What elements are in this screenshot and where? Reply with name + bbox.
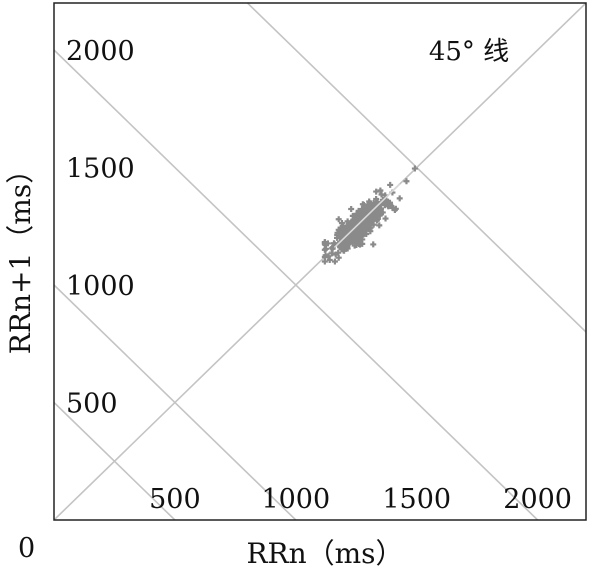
x-tick-label-1000: 1000 [261,484,330,515]
identity-line [54,3,586,520]
scatter-point [329,245,336,252]
anti-diagonal-line-1 [54,401,176,520]
scatter-point [334,231,341,238]
scatter-point [377,187,384,194]
scatter-point [387,181,394,188]
y-tick-labels: 500 1000 1500 2000 [66,36,135,420]
scatter-point [321,253,328,260]
x-tick-labels: 500 1000 1500 2000 [149,484,572,515]
scatter-point [348,237,355,244]
scatter-point [345,234,352,241]
scatter-point [335,216,342,223]
scatter-point [370,241,377,248]
scatter-points [321,165,418,265]
scatter-point [360,204,367,211]
scatter-point [374,212,381,219]
scatter-point [375,207,382,214]
y-tick-label-1500: 1500 [66,154,135,185]
y-tick-label-2000: 2000 [66,36,135,67]
scatter-point [346,223,353,230]
scatter-point [344,245,351,252]
scatter-point [346,240,353,247]
x-axis-label: RRn（ms） [246,537,403,568]
anti-diagonal-line-3 [54,49,539,520]
scatter-point [329,250,336,257]
scatter-point [376,222,383,229]
scatter-point [389,204,396,211]
y-tick-label-500: 500 [66,389,118,420]
scatter-point [335,249,342,256]
scatter-point [365,218,372,225]
scatter-point [331,258,338,265]
scatter-point [340,223,347,230]
scatter-point [381,202,388,209]
origin-label: 0 [18,533,35,564]
scatter-point [326,257,333,264]
scatter-point [338,246,345,253]
scatter-point [373,195,380,202]
scatter-point [356,234,363,241]
identity-line-highlight [333,183,401,248]
line-annotation-45-degree: 45° 线 [429,37,509,67]
scatter-point [361,222,368,229]
y-tick-label-1000: 1000 [66,271,135,302]
scatter-point [358,229,365,236]
scatter-point [382,215,389,222]
anti-diagonal-line-2 [54,284,297,520]
scatter-point [360,212,367,219]
scatter-point [354,228,361,235]
x-tick-label-1500: 1500 [382,484,451,515]
scatter-point [364,206,371,213]
scatter-point [370,215,377,222]
reference-lines [54,3,586,520]
scatter-point [359,240,366,247]
scatter-point [396,195,403,202]
scatter-point [385,203,392,210]
x-tick-label-2000: 2000 [503,484,572,515]
scatter-point [351,213,358,220]
x-tick-label-500: 500 [149,484,201,515]
scatter-point [411,165,418,172]
scatter-point [348,206,355,213]
scatter-point [338,228,345,235]
scatter-point [321,246,328,253]
plot-frame [53,2,587,521]
scatter-point [324,240,331,247]
scatter-point [403,178,410,185]
scatter-point [367,221,374,228]
y-axis-label: RRn+1（ms） [4,156,37,354]
